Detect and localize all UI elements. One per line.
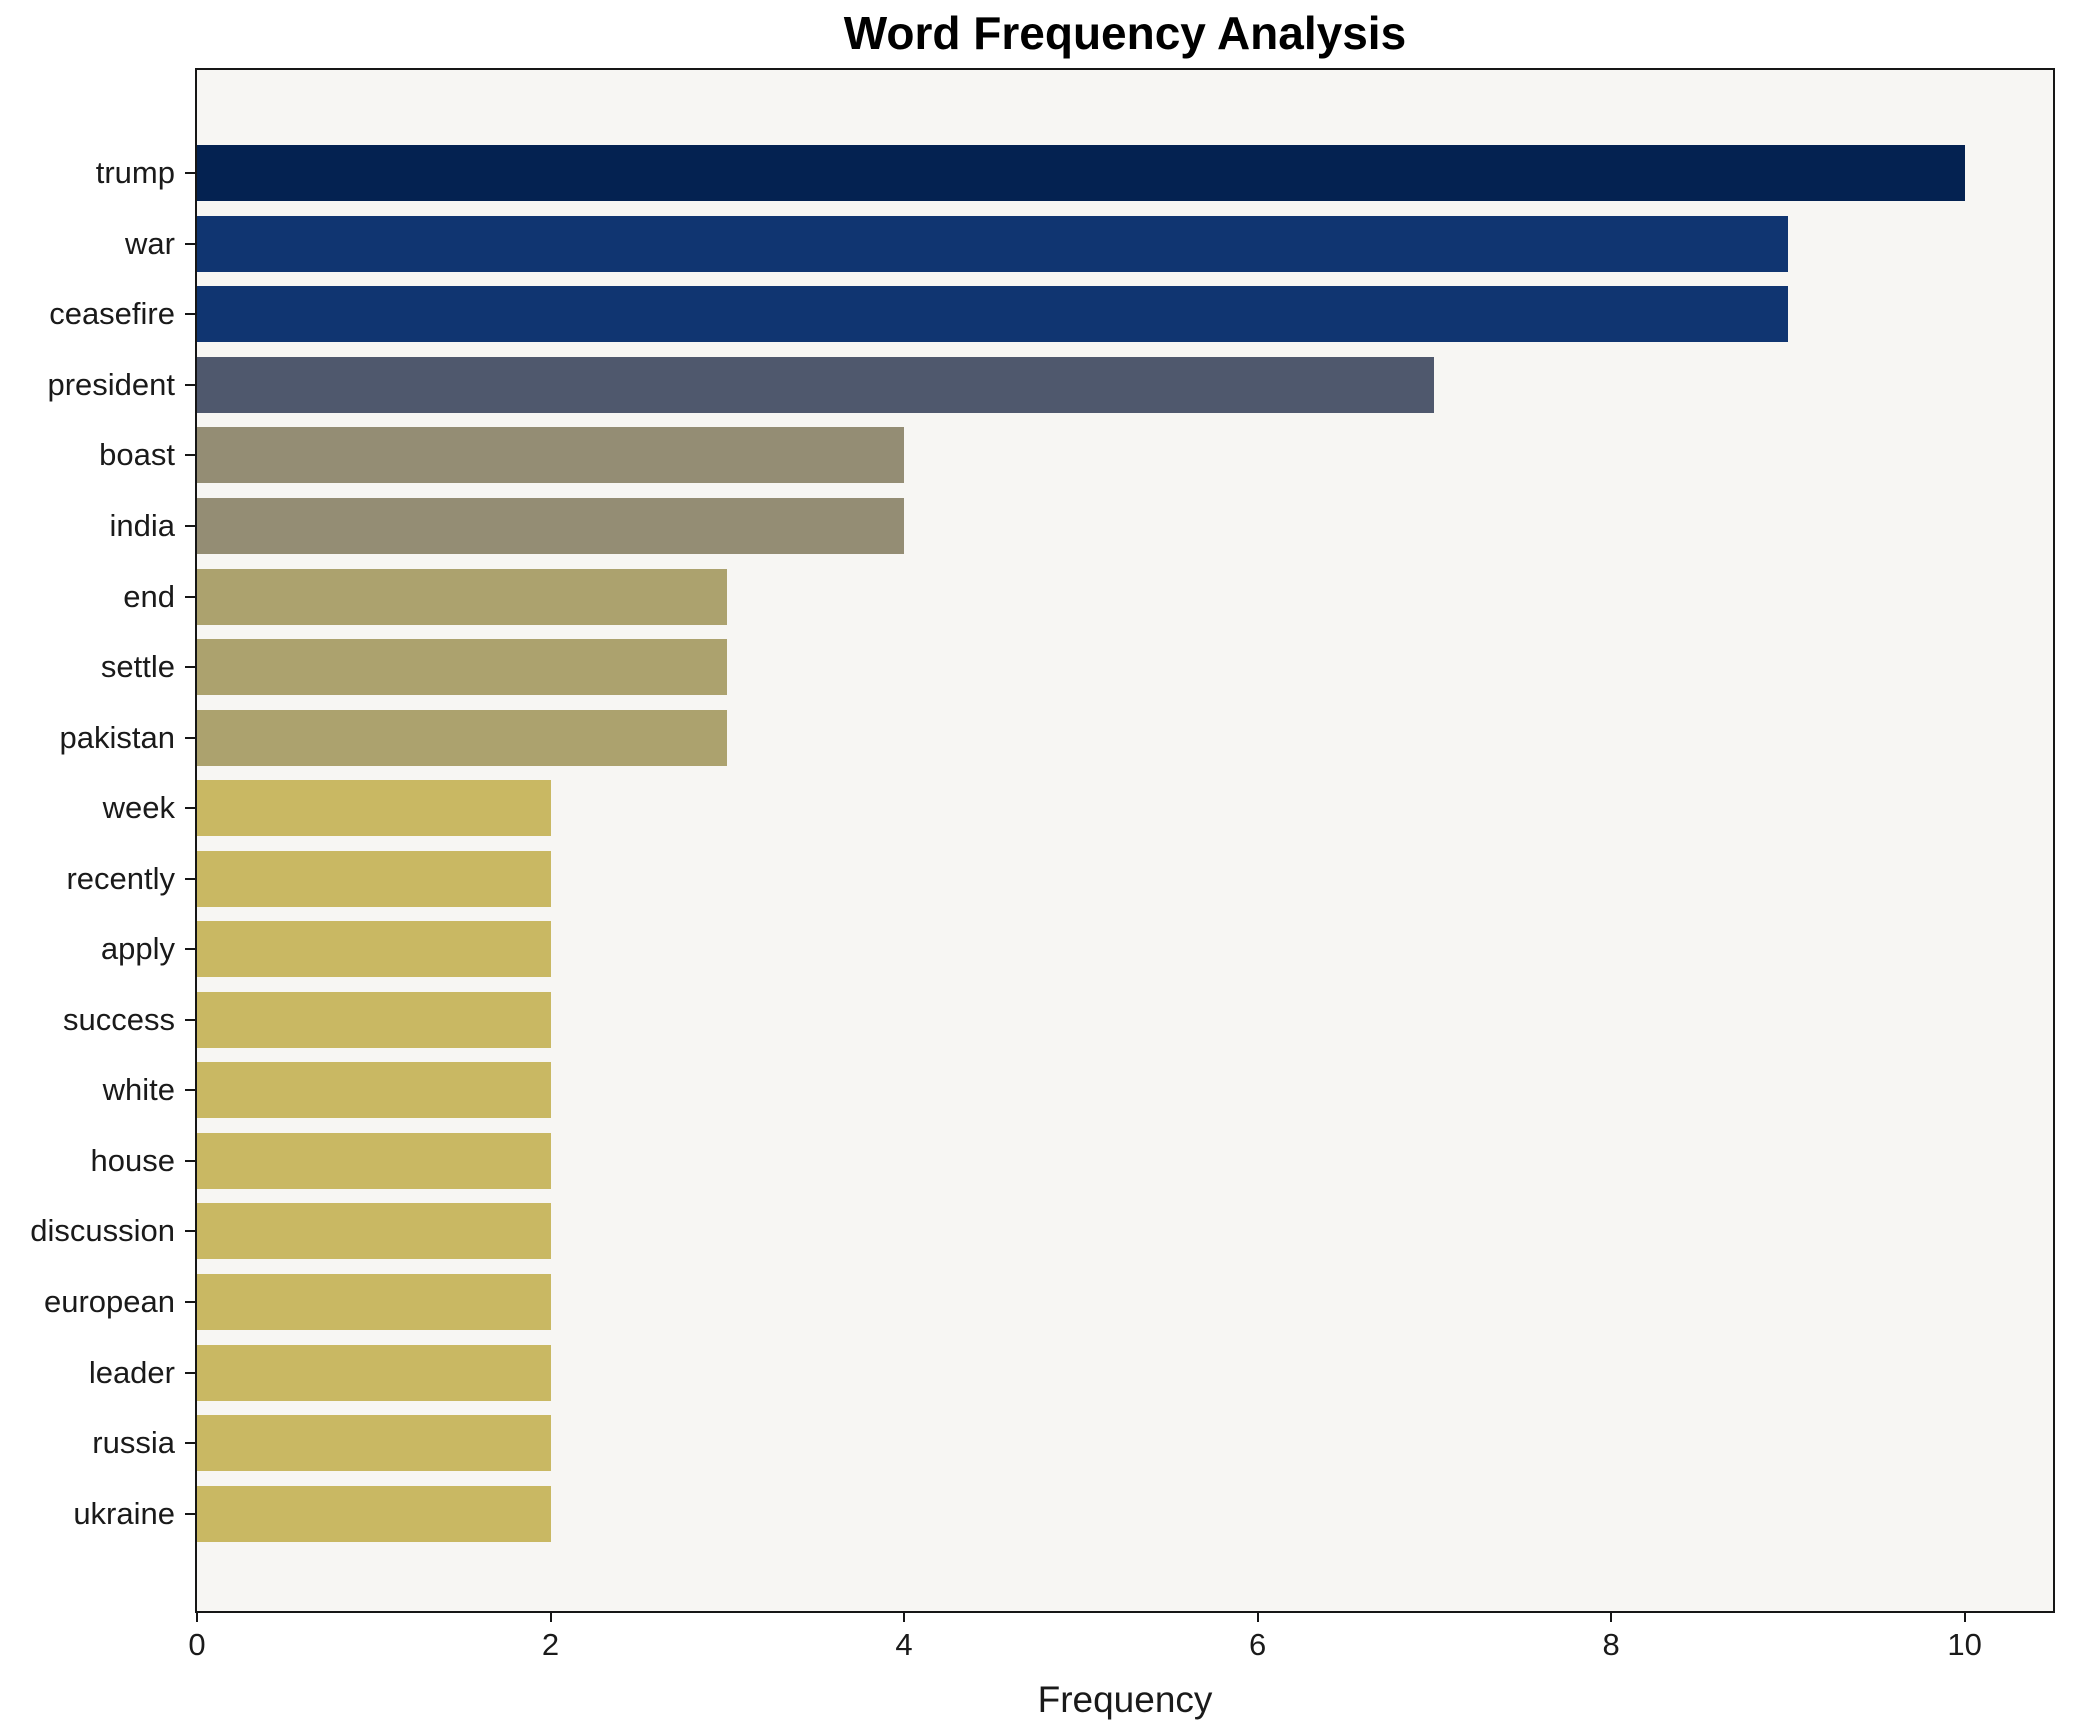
y-axis-tick bbox=[185, 1442, 197, 1445]
y-axis-tick bbox=[185, 736, 197, 739]
y-tick-label-ceasefire: ceasefire bbox=[49, 296, 175, 332]
y-tick-label-war: war bbox=[125, 225, 175, 261]
bar-white bbox=[197, 1062, 551, 1119]
bar-ukraine bbox=[197, 1485, 551, 1542]
bar-row-leader: leader bbox=[89, 1337, 2053, 1408]
plot-area: trump war ceasefire president boast india end s… bbox=[30, 68, 2055, 1720]
y-tick-label-ukraine: ukraine bbox=[73, 1495, 175, 1531]
bar-apply bbox=[197, 921, 551, 978]
y-tick-label-success: success bbox=[63, 1001, 175, 1037]
bar-president bbox=[197, 356, 1435, 413]
y-tick-label-india: india bbox=[109, 508, 176, 543]
bar-india bbox=[197, 498, 905, 554]
bar-row-ukraine: ukraine bbox=[73, 1478, 2053, 1549]
bar-row-discussion: discussion bbox=[30, 1196, 2053, 1267]
y-tick-label-week: week bbox=[102, 790, 175, 826]
bar-row-boast: boast bbox=[99, 420, 2053, 491]
bar-war bbox=[197, 215, 1788, 272]
bar-row-pakistan: pakistan bbox=[60, 702, 2053, 773]
bar-row-trump: trump bbox=[96, 138, 2053, 209]
y-tick-label-leader: leader bbox=[88, 1354, 175, 1390]
bar-discussion bbox=[197, 1203, 551, 1260]
y-axis-tick bbox=[185, 1089, 197, 1092]
y-axis-tick bbox=[185, 313, 197, 316]
bar-settle bbox=[197, 639, 728, 696]
bar-row-ceasefire: ceasefire bbox=[49, 279, 2053, 350]
y-axis-tick bbox=[185, 1018, 197, 1021]
y-axis-tick bbox=[185, 1512, 197, 1515]
bar-row-russia: russia bbox=[92, 1408, 2053, 1479]
bar-row-settle: settle bbox=[101, 632, 2053, 703]
x-axis-tick bbox=[903, 1611, 906, 1622]
bar-success bbox=[197, 991, 551, 1048]
x-tick-label-10: 10 bbox=[1947, 1627, 1982, 1662]
x-tick-label-0: 0 bbox=[188, 1627, 206, 1662]
y-tick-label-recently: recently bbox=[66, 860, 175, 896]
y-tick-label-european: european bbox=[43, 1284, 175, 1320]
y-axis-tick bbox=[185, 807, 197, 810]
y-tick-label-house: house bbox=[90, 1142, 175, 1178]
bar-row-apply: apply bbox=[101, 914, 2053, 985]
bar-row-india: india bbox=[110, 491, 2053, 562]
y-axis-tick bbox=[185, 595, 197, 598]
bar-leader bbox=[197, 1344, 551, 1401]
bars-container: trump war ceasefire president boast india end s… bbox=[30, 70, 2053, 1611]
x-axis-tick bbox=[1610, 1611, 1613, 1622]
x-axis-tick bbox=[196, 1611, 198, 1622]
y-axis-tick bbox=[185, 1301, 197, 1304]
bar-week bbox=[197, 780, 551, 837]
bar-row-end: end bbox=[123, 561, 2053, 632]
y-tick-label-president: president bbox=[47, 366, 175, 402]
x-axis-title: Frequency bbox=[1037, 1679, 1213, 1720]
y-axis-tick bbox=[185, 383, 197, 386]
bar-row-week: week bbox=[103, 773, 2053, 844]
bar-pakistan bbox=[197, 709, 728, 766]
y-tick-label-pakistan: pakistan bbox=[59, 719, 175, 755]
bar-russia bbox=[197, 1415, 551, 1472]
y-tick-label-boast: boast bbox=[99, 437, 175, 473]
y-tick-label-trump: trump bbox=[95, 155, 175, 191]
x-axis-tick bbox=[549, 1611, 552, 1622]
y-tick-label-apply: apply bbox=[100, 931, 175, 967]
y-axis-tick bbox=[185, 454, 197, 457]
y-axis-tick bbox=[185, 877, 197, 880]
bar-row-president: president bbox=[47, 350, 2053, 421]
y-tick-label-end: end bbox=[123, 578, 175, 614]
x-axis-tick bbox=[1256, 1611, 1259, 1622]
y-tick-label-settle: settle bbox=[100, 649, 175, 685]
y-axis-tick bbox=[185, 666, 197, 669]
bar-european bbox=[197, 1274, 551, 1331]
bar-row-european: european bbox=[44, 1267, 2053, 1338]
y-axis-tick bbox=[185, 172, 197, 175]
bar-ceasefire bbox=[197, 286, 1788, 343]
chart-title: Word Frequency Analysis bbox=[843, 7, 1407, 59]
y-axis-tick bbox=[185, 1230, 197, 1233]
y-axis-tick bbox=[185, 1371, 197, 1374]
y-tick-label-white: white bbox=[102, 1072, 175, 1108]
bar-boast bbox=[197, 427, 905, 484]
bar-recently bbox=[197, 850, 551, 907]
bar-house bbox=[197, 1132, 551, 1189]
bar-row-recently: recently bbox=[66, 843, 2053, 914]
y-tick-label-discussion: discussion bbox=[30, 1213, 175, 1249]
x-axis-tick bbox=[1963, 1611, 1966, 1622]
bar-end bbox=[197, 568, 728, 625]
bar-row-house: house bbox=[91, 1126, 2053, 1197]
y-axis-tick bbox=[185, 948, 197, 951]
y-axis-tick bbox=[185, 242, 197, 245]
bar-row-white: white bbox=[103, 1055, 2053, 1126]
y-axis-tick bbox=[185, 525, 197, 527]
x-tick-label-4: 4 bbox=[895, 1627, 913, 1662]
y-tick-label-russia: russia bbox=[92, 1425, 175, 1461]
y-axis-tick bbox=[185, 1159, 197, 1162]
x-tick-label-8: 8 bbox=[1602, 1627, 1620, 1662]
bar-row-success: success bbox=[63, 985, 2053, 1056]
x-tick-label-2: 2 bbox=[541, 1627, 560, 1662]
bar-trump bbox=[197, 145, 1965, 202]
bar-row-war: war bbox=[125, 209, 2053, 280]
x-tick-label-6: 6 bbox=[1248, 1627, 1267, 1662]
